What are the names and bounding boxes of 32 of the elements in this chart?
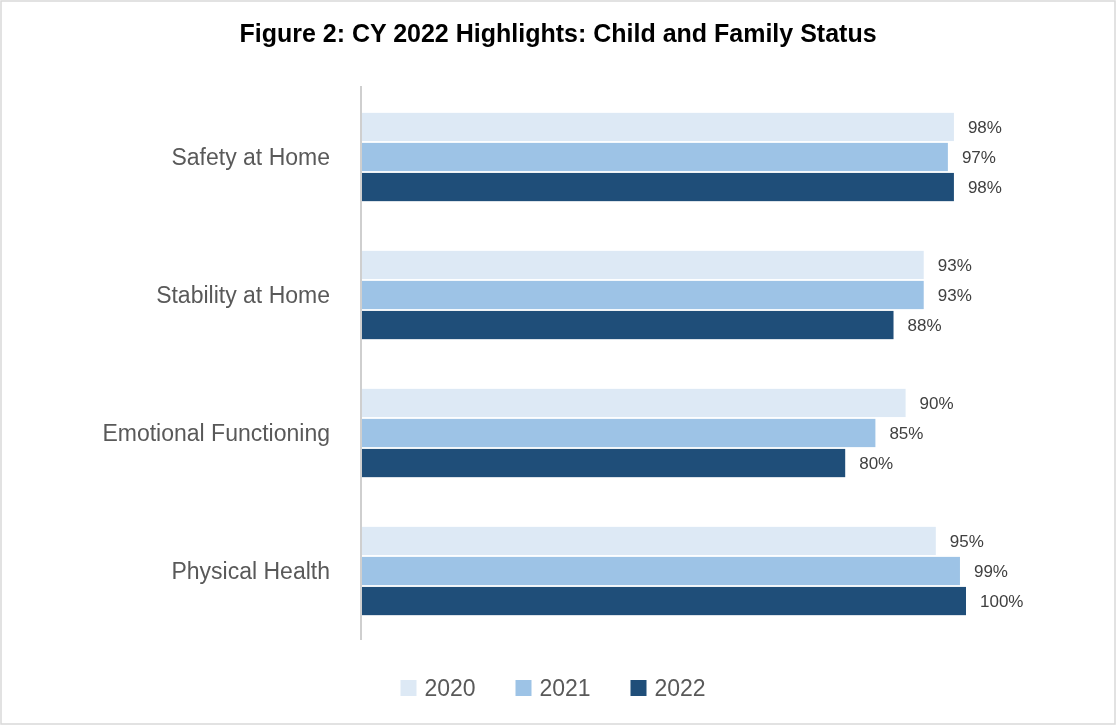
data-label: 99% (973, 561, 1008, 581)
data-label: 98% (967, 177, 1002, 197)
data-label: 85% (889, 423, 924, 443)
bar (362, 310, 894, 340)
bar (362, 388, 906, 418)
legend-label: 2020 (424, 675, 476, 702)
y-tick-label: Physical Health (171, 558, 330, 585)
bar (362, 112, 954, 142)
data-label: 80% (859, 453, 894, 473)
data-label: 93% (937, 255, 972, 275)
legend-label: 2021 (539, 675, 591, 702)
bar (362, 448, 846, 478)
y-tick-label: Safety at Home (171, 144, 330, 171)
y-tick-label: Stability at Home (156, 282, 330, 309)
bar (362, 556, 960, 586)
data-label: 98% (967, 117, 1002, 137)
data-label: 100% (980, 591, 1024, 611)
legend-label: 2022 (654, 675, 706, 702)
bar (362, 280, 924, 310)
bar (362, 172, 954, 202)
bar (362, 586, 966, 616)
chart-title: Figure 2: CY 2022 Highlights: Child and Family Status (239, 19, 877, 47)
bar (362, 526, 936, 556)
data-label: 97% (961, 147, 996, 167)
data-label: 88% (907, 315, 942, 335)
bar (362, 250, 924, 280)
data-label: 90% (919, 393, 954, 413)
data-label: 93% (937, 285, 972, 305)
bar (362, 418, 876, 448)
bar (362, 142, 948, 172)
y-tick-label: Emotional Functioning (102, 420, 330, 447)
data-label: 95% (949, 531, 984, 551)
